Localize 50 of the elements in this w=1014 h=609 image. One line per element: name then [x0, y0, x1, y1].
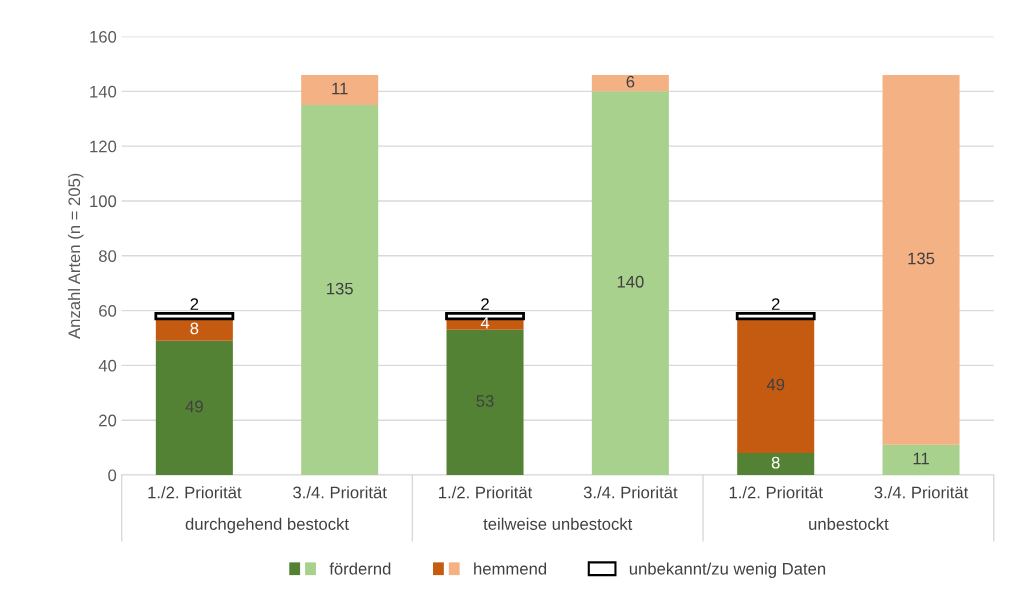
- data-label: 2: [190, 298, 199, 310]
- bar: [446, 329, 524, 476]
- data-label: 53: [476, 395, 494, 407]
- bar: [591, 91, 669, 476]
- y-tick-label: 20: [99, 414, 117, 427]
- x-tick-label: 1./2. Priorität: [729, 486, 823, 499]
- bar: [882, 444, 960, 476]
- data-label: 8: [771, 456, 780, 469]
- text: durchgehend bestockt: [185, 517, 349, 534]
- data-label: 8: [190, 322, 199, 335]
- y-tick-label: 160: [90, 30, 117, 43]
- text: teilweise unbestockt: [483, 517, 633, 530]
- data-label: 2: [481, 298, 489, 310]
- bar: [737, 453, 815, 476]
- bar: [301, 74, 379, 106]
- data-label: 49: [766, 378, 785, 391]
- x-tick-label: 1./2. Priorität: [148, 486, 242, 499]
- y-tick-label: 60: [99, 304, 117, 317]
- x-tick-label: 1./2. Priorität: [439, 486, 533, 499]
- data-label: 135: [908, 252, 935, 265]
- data-label: 4: [480, 317, 490, 329]
- text: unbestockt: [809, 517, 889, 530]
- bar: [155, 340, 233, 476]
- data-label: 135: [327, 282, 353, 295]
- bar: [882, 74, 960, 445]
- data-label: 140: [617, 275, 644, 288]
- bar: [155, 318, 233, 341]
- y-axis-title: Anzahl Arten (n = 205): [67, 173, 84, 339]
- data-label: 49: [185, 400, 203, 413]
- data-label: 11: [332, 82, 348, 95]
- data-label: 2: [771, 298, 780, 310]
- bar: [591, 74, 669, 92]
- bar: [737, 318, 815, 454]
- y-tick-label: 100: [90, 195, 117, 208]
- bar: [301, 105, 379, 476]
- data-label: 11: [913, 452, 929, 465]
- bar: [735, 311, 816, 321]
- legend-label: fördernd: [329, 562, 391, 575]
- data-label: 6: [626, 75, 635, 88]
- bar: [154, 311, 235, 321]
- y-tick-label: 40: [98, 359, 117, 372]
- x-tick-label: 3./4. Priorität: [583, 486, 678, 499]
- y-tick-label: 0: [108, 469, 117, 482]
- y-tick-label: 120: [90, 140, 117, 153]
- legend-label: hemmend: [474, 562, 547, 575]
- legend-label: unbekannt/zu wenig Daten: [629, 562, 826, 578]
- y-tick-label: 80: [99, 250, 117, 262]
- x-tick-label: 3./4. Priorität: [874, 486, 969, 499]
- x-tick-label: 3./4. Priorität: [293, 486, 387, 499]
- y-tick-label: 140: [90, 85, 117, 98]
